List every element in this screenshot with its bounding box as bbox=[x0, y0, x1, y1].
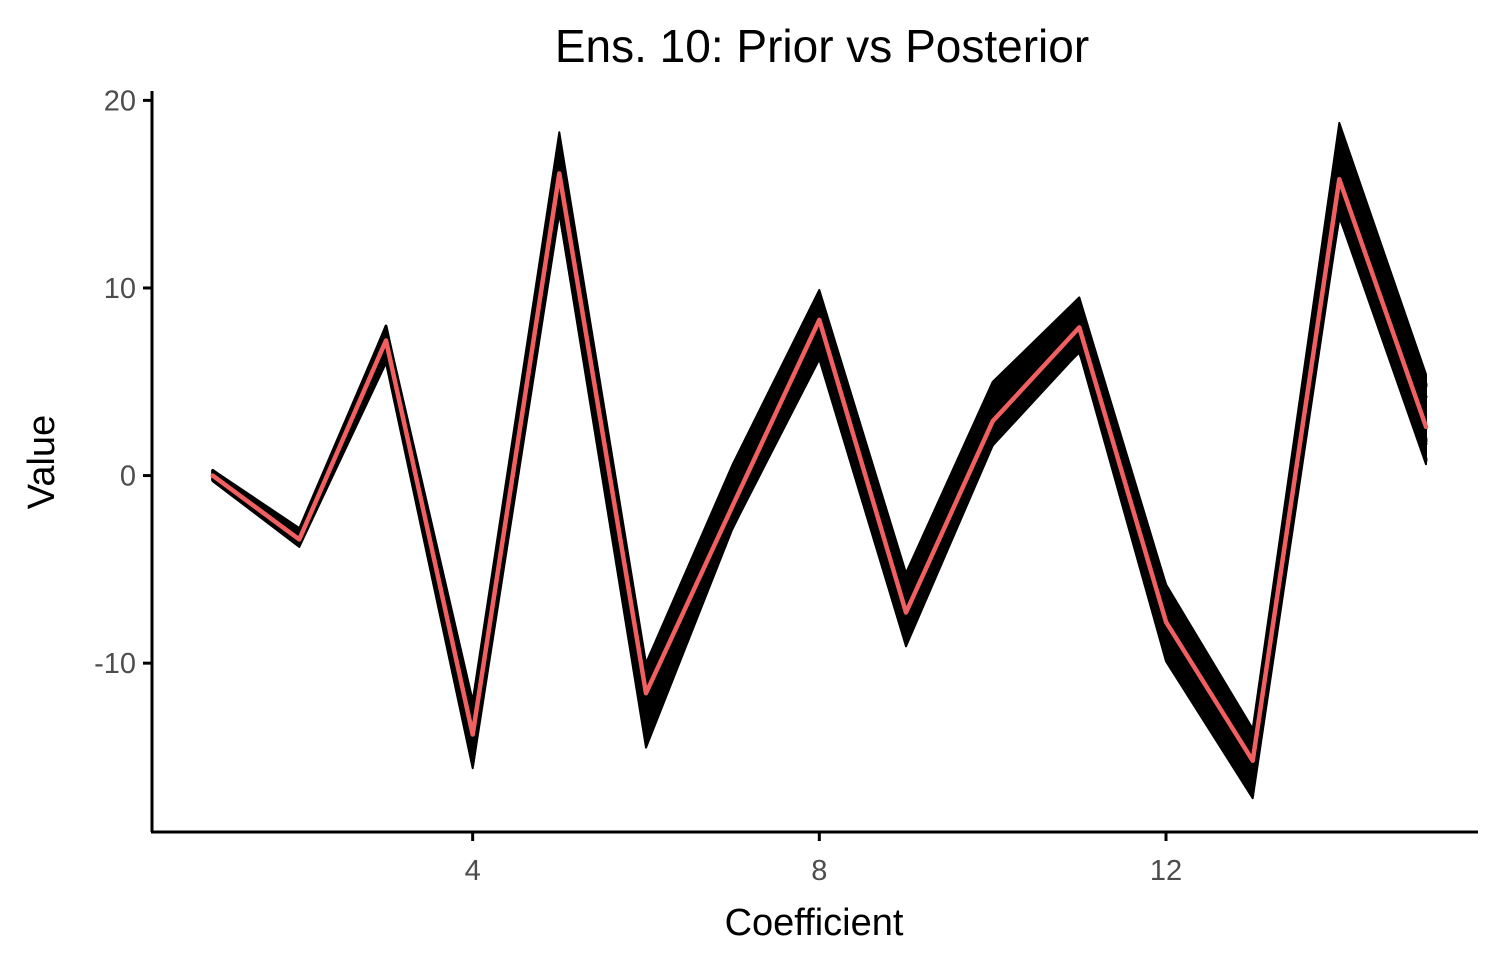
x-tick-label: 4 bbox=[465, 855, 481, 887]
x-tick-label: 8 bbox=[811, 855, 827, 887]
y-tick-label: 10 bbox=[104, 273, 136, 305]
y-tick-label: 0 bbox=[120, 461, 136, 493]
ensemble-envelope bbox=[211, 121, 1427, 800]
y-tick-label: -10 bbox=[94, 648, 136, 680]
ensemble-member-line bbox=[211, 142, 1428, 762]
x-axis-title: Coefficient bbox=[725, 902, 904, 944]
x-ticks: 4 8 12 bbox=[465, 832, 1182, 887]
chart-title: Ens. 10: Prior vs Posterior bbox=[555, 20, 1089, 72]
y-tick-label: 20 bbox=[104, 85, 136, 117]
ensemble-member-line bbox=[211, 150, 1428, 776]
ensemble-member-line bbox=[211, 127, 1428, 768]
y-axis-title: Value bbox=[21, 415, 63, 509]
x-tick-label: 12 bbox=[1150, 855, 1182, 887]
ensemble-member-line bbox=[211, 129, 1428, 763]
ensemble-member-line bbox=[211, 171, 1428, 739]
ensemble-member-line bbox=[211, 175, 1428, 792]
ensemble-member-line bbox=[211, 142, 1428, 754]
y-ticks: -10 0 10 20 bbox=[94, 85, 152, 680]
series-layer bbox=[210, 121, 1429, 800]
posterior-line bbox=[210, 171, 1429, 763]
ensemble-member-line bbox=[211, 164, 1428, 786]
ensemble-member-line bbox=[211, 138, 1428, 767]
